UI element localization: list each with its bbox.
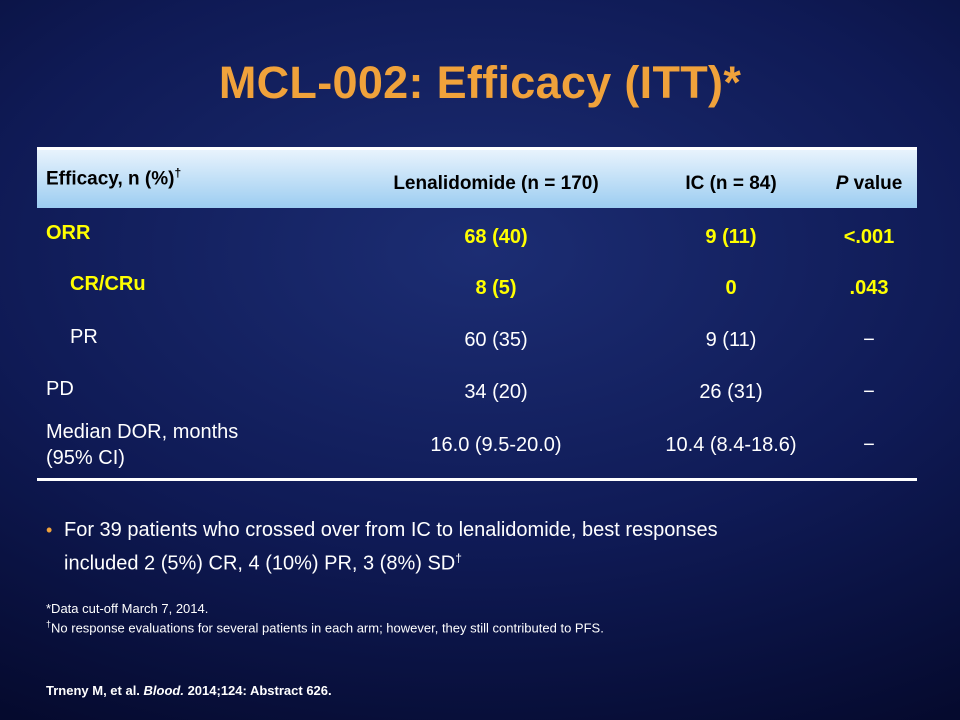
row-label: CR/CRu <box>70 273 146 295</box>
cell-ic: 0 <box>725 277 737 299</box>
row-label: Median DOR, months (95% CI) <box>46 421 239 469</box>
table-row-cr-cru: CR/CRu 8 (5) 0 .043 <box>37 258 917 310</box>
cell-lenalidomide: 68 (40) <box>464 226 528 248</box>
cell-p-value: .043 <box>849 277 889 299</box>
cell-lenalidomide: 8 (5) <box>475 277 517 299</box>
cell-p-value: − <box>863 434 875 456</box>
cell-p-value: <.001 <box>843 226 895 248</box>
cell-lenalidomide: 34 (20) <box>464 381 528 403</box>
table-bottom-rule <box>37 478 917 481</box>
citation: Trneny M, et al. Blood. 2014;124: Abstra… <box>46 683 332 698</box>
row-label: PR <box>70 326 98 348</box>
header-efficacy: Efficacy, n (%)† <box>46 166 182 190</box>
footnote-data-cutoff: *Data cut-off March 7, 2014. <box>46 601 209 616</box>
bullet-dot-icon: • <box>46 520 53 540</box>
cell-ic: 9 (11) <box>705 329 757 351</box>
row-label: ORR <box>46 222 91 244</box>
cell-ic: 10.4 (8.4-18.6) <box>665 434 797 456</box>
header-lenalidomide: Lenalidomide (n = 170) <box>393 173 599 194</box>
cell-ic: 9 (11) <box>705 226 757 248</box>
cell-ic: 26 (31) <box>699 381 763 403</box>
table-row-pr: PR 60 (35) 9 (11) − <box>37 310 917 362</box>
table-header: Efficacy, n (%)† Lenalidomide (n = 170) … <box>37 147 917 208</box>
header-p-value: P value <box>835 173 903 194</box>
table-row-pd: PD 34 (20) 26 (31) − <box>37 362 917 412</box>
table-row-orr: ORR 68 (40) 9 (11) <.001 <box>37 208 917 258</box>
cell-p-value: − <box>863 329 875 351</box>
cell-lenalidomide: 16.0 (9.5-20.0) <box>430 434 562 456</box>
slide-title: MCL-002: Efficacy (ITT)* <box>218 57 742 108</box>
bullet-text: For 39 patients who crossed over from IC… <box>64 519 718 575</box>
bullet-point: • For 39 patients who crossed over from … <box>46 516 906 578</box>
footnote-response-evaluations: †No response evaluations for several pat… <box>46 619 604 636</box>
row-label: PD <box>46 378 74 400</box>
cell-lenalidomide: 60 (35) <box>464 329 528 351</box>
efficacy-table: Efficacy, n (%)† Lenalidomide (n = 170) … <box>37 147 917 481</box>
cell-p-value: − <box>863 381 875 403</box>
header-ic: IC (n = 84) <box>685 173 777 194</box>
table-row-median-dor: Median DOR, months (95% CI) 16.0 (9.5-20… <box>37 412 917 478</box>
